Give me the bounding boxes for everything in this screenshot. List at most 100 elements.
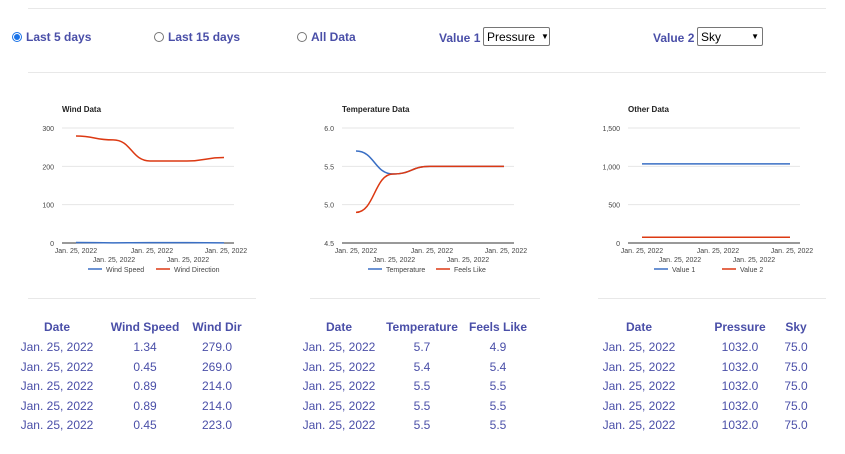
range-radio-label: Last 15 days — [168, 30, 241, 44]
table-cell: Jan. 25, 2022 — [602, 340, 676, 354]
x-tick-label: Jan. 25, 2022 — [733, 257, 776, 264]
table-row: Jan. 25, 2022 1032.0 75.0 — [602, 340, 845, 358]
range-radio-last-5-days[interactable]: Last 5 days — [12, 30, 91, 44]
y-tick-label: 0 — [616, 241, 620, 248]
y-tick-label: 100 — [42, 203, 54, 210]
table-cell: 0.89 — [133, 379, 157, 393]
table-cell: Jan. 25, 2022 — [602, 418, 676, 432]
x-tick-label: Jan. 25, 2022 — [167, 257, 210, 264]
value2-label: Value 2 — [653, 31, 695, 45]
table-cell: 75.0 — [784, 359, 808, 374]
radio-unselected-icon[interactable] — [297, 32, 307, 42]
table-cell: Jan. 25, 2022 — [302, 359, 376, 374]
x-tick-label: Jan. 25, 2022 — [771, 248, 814, 255]
range-radio-label: All Data — [311, 30, 356, 44]
series-line-2 — [355, 165, 504, 214]
table-row: Jan. 25, 2022 1032.0 75.0 — [602, 418, 845, 436]
y-tick-label: 500 — [608, 203, 620, 210]
table-cell: 1.34 — [133, 340, 157, 354]
table-cell: 5.5 — [413, 398, 431, 413]
chart-title: Wind Data — [62, 105, 102, 114]
table-cell: 223.0 — [201, 418, 233, 432]
column-header: Date — [325, 320, 353, 334]
y-tick-label: 200 — [42, 164, 54, 171]
table-cell: 0.45 — [133, 359, 157, 374]
table-cell: Jan. 25, 2022 — [602, 359, 676, 374]
table-row: Jan. 25, 2022 5.5 5.5 — [302, 418, 562, 436]
table-cell: 1032.0 — [721, 418, 759, 432]
radio-unselected-icon[interactable] — [154, 32, 164, 42]
table-cell: Jan. 25, 2022 — [302, 340, 376, 354]
y-tick-label: 5.5 — [324, 164, 334, 171]
table-row: Jan. 25, 2022 5.5 5.5 — [302, 399, 562, 417]
value2-select[interactable]: Sky ▼ — [697, 27, 763, 46]
value1-select[interactable]: Pressure ▼ — [483, 27, 550, 46]
table-row: Jan. 25, 2022 0.45 223.0 — [20, 418, 280, 436]
x-tick-label: Jan. 25, 2022 — [621, 248, 664, 255]
chevron-down-icon: ▼ — [751, 32, 759, 41]
legend-label: Wind Speed — [106, 267, 144, 274]
x-tick-label: Jan. 25, 2022 — [93, 257, 136, 264]
table-row: Jan. 25, 2022 0.89 214.0 — [20, 379, 280, 397]
table-row: Jan. 25, 2022 5.7 4.9 — [302, 340, 562, 358]
table-cell: Jan. 25, 2022 — [20, 340, 94, 354]
table-row: Jan. 25, 2022 1032.0 75.0 — [602, 360, 845, 378]
table-header-row: Date Temperature Feels Like — [302, 320, 562, 338]
value1-label: Value 1 — [439, 31, 481, 45]
x-tick-label: Jan. 25, 2022 — [447, 257, 490, 264]
x-tick-label: Jan. 25, 2022 — [131, 248, 174, 255]
column-header: Date — [625, 320, 653, 334]
temperature-chart: Temperature Data 6.0 5.5 5.0 4.5 Jan. 25, 202… — [302, 100, 552, 280]
table-row: Jan. 25, 2022 1.34 279.0 — [20, 340, 280, 358]
x-tick-label: Jan. 25, 2022 — [485, 248, 528, 255]
chevron-down-icon: ▼ — [541, 32, 549, 41]
y-tick-label: 6.0 — [324, 126, 334, 133]
other-chart: Other Data 1,500 1,000 500 0 Jan. 25, 2022 Jan… — [588, 100, 838, 280]
range-radio-last-15-days[interactable]: Last 15 days — [154, 30, 240, 44]
table-cell: Jan. 25, 2022 — [302, 379, 376, 393]
y-tick-label: 300 — [42, 126, 54, 133]
series-line-2 — [75, 135, 225, 162]
y-tick-label: 1,500 — [602, 126, 620, 133]
table-cell: 1032.0 — [721, 398, 759, 413]
table-cell: 75.0 — [784, 379, 808, 393]
column-header: Wind Speed — [110, 320, 180, 334]
table-row: Jan. 25, 2022 0.89 214.0 — [20, 399, 280, 417]
column-header: Wind Dir — [192, 320, 242, 334]
table-row: Jan. 25, 2022 1032.0 75.0 — [602, 399, 845, 417]
table-cell: 5.4 — [489, 359, 507, 374]
controls-divider — [28, 72, 826, 73]
table-cell: 269.0 — [201, 359, 233, 374]
column-header: Temperature — [386, 320, 458, 334]
x-tick-label: Jan. 25, 2022 — [55, 248, 98, 255]
column-header: Pressure — [714, 320, 766, 334]
table-cell: Jan. 25, 2022 — [602, 398, 676, 413]
table-cell: 75.0 — [784, 398, 808, 413]
table-cell: 5.5 — [489, 398, 507, 413]
table-cell: Jan. 25, 2022 — [302, 398, 376, 413]
radio-selected-icon[interactable] — [12, 32, 22, 42]
table-cell: Jan. 25, 2022 — [20, 359, 94, 374]
table-row: Jan. 25, 2022 5.4 5.4 — [302, 360, 562, 378]
legend-label: Feels Like — [454, 267, 486, 274]
y-tick-label: 5.0 — [324, 203, 334, 210]
range-radio-all-data[interactable]: All Data — [297, 30, 356, 44]
table-header-row: Date Pressure Sky — [602, 320, 845, 338]
y-tick-label: 1,000 — [602, 164, 620, 171]
table-cell: 5.4 — [413, 359, 431, 374]
chart-divider-1 — [28, 298, 256, 299]
table-cell: 1032.0 — [721, 379, 759, 393]
legend-label: Value 2 — [740, 267, 763, 274]
chart-title: Other Data — [628, 105, 669, 114]
chart-divider-2 — [310, 298, 540, 299]
table-cell: 1032.0 — [721, 340, 759, 354]
series-line-1 — [355, 150, 504, 175]
x-tick-label: Jan. 25, 2022 — [335, 248, 378, 255]
table-row: Jan. 25, 2022 1032.0 75.0 — [602, 379, 845, 397]
top-divider — [28, 8, 826, 9]
table-cell: Jan. 25, 2022 — [20, 418, 94, 432]
table-cell: 5.7 — [413, 340, 431, 354]
table-cell: 214.0 — [201, 379, 233, 393]
